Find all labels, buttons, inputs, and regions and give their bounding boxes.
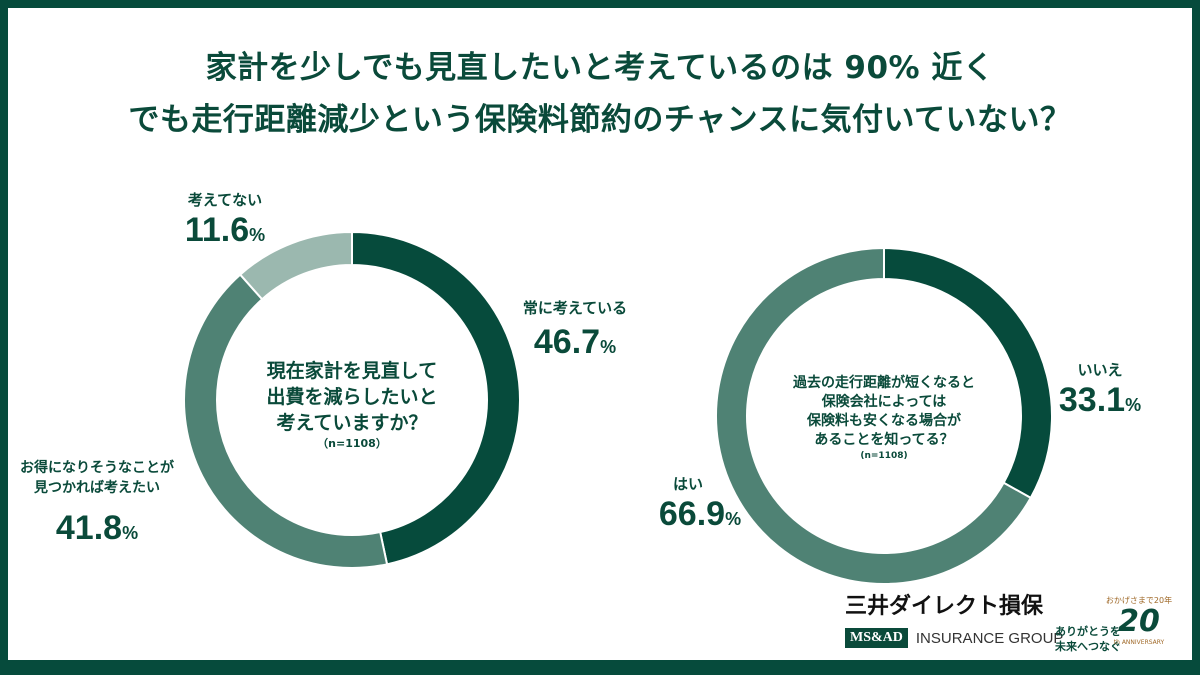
slice-value: 46.7 <box>533 323 601 361</box>
question-line: あることを知ってる？ <box>814 432 954 448</box>
right-center-question: 過去の走行距離が短くなると 保険会社によっては 保険料も安くなる場合が あること… <box>744 374 1024 463</box>
percent-sign: % <box>122 523 139 543</box>
percent-sign: % <box>249 225 266 245</box>
slice-label: 考えてない <box>187 191 263 209</box>
anniv-number: 20 <box>1118 604 1160 639</box>
question-line: 過去の走行距離が短くなると <box>793 375 975 391</box>
slice-value: 41.8 <box>55 509 123 547</box>
question-line: 考えていますか？ <box>276 412 428 434</box>
anniv-sub: th ANNIVERSARY <box>1113 639 1165 646</box>
logo-msad: MS&AD <box>845 628 908 648</box>
donut-slice-0-0 <box>351 230 521 566</box>
percent-sign: % <box>1125 395 1142 415</box>
slice-label: いいえ <box>1077 361 1123 379</box>
percent-sign: % <box>725 509 742 529</box>
tagline: ありがとうを 未来へつなぐ <box>1055 624 1121 654</box>
company-logo: 三井ダイレクト損保 MS&AD INSURANCE GROUP <box>845 594 1063 648</box>
title-line-2: でも走行距離減少という保険料節約のチャンスに気付いていない？ <box>128 102 1072 138</box>
title-line-1: 家計を少しでも見直したいと考えているのは 90% 近く <box>205 50 995 86</box>
donut-slice-1-1 <box>715 246 1033 585</box>
tagline-line: 未来へつなぐ <box>1055 640 1121 653</box>
logo-name: 三井ダイレクト損保 <box>845 594 1044 619</box>
question-line: 出費を減らしたいと <box>266 386 438 408</box>
sample-size: （n=1108） <box>317 437 387 450</box>
label-not-thinking: 考えてない 11.6% <box>170 190 280 255</box>
slice-value: 11.6 <box>184 211 250 249</box>
anniv-top: おかげさまで20年 <box>1105 596 1173 605</box>
tagline-line: ありがとうを <box>1055 625 1121 638</box>
label-no: いいえ 33.1% <box>1045 360 1155 425</box>
donut-slice-0-2 <box>238 230 353 301</box>
anniversary-badge: おかげさまで20年 20 th ANNIVERSARY <box>1106 596 1172 662</box>
slice-label: お得になりそうなことが <box>20 460 174 476</box>
slice-value: 33.1 <box>1058 381 1126 419</box>
question-line: 保険料も安くなる場合が <box>807 413 961 429</box>
left-center-question: 現在家計を見直して 出費を減らしたいと 考えていますか？ （n=1108） <box>222 358 482 452</box>
slice-label: はい <box>673 475 704 493</box>
label-always-thinking: 常に考えている 46.7% <box>500 298 650 367</box>
percent-sign: % <box>600 337 617 357</box>
label-if-beneficial: お得になりそうなことが 見つかれば考えたい 41.8% <box>12 458 182 553</box>
question-line: 保険会社によっては <box>821 394 947 410</box>
slice-label: 見つかれば考えたい <box>34 480 160 496</box>
slice-label: 常に考えている <box>522 299 628 317</box>
slice-value: 66.9 <box>658 495 726 533</box>
label-yes: はい 66.9% <box>645 474 755 539</box>
sample-size: (n=1108) <box>860 451 908 461</box>
logo-group: INSURANCE GROUP <box>915 629 1064 647</box>
question-line: 現在家計を見直して <box>266 360 438 382</box>
